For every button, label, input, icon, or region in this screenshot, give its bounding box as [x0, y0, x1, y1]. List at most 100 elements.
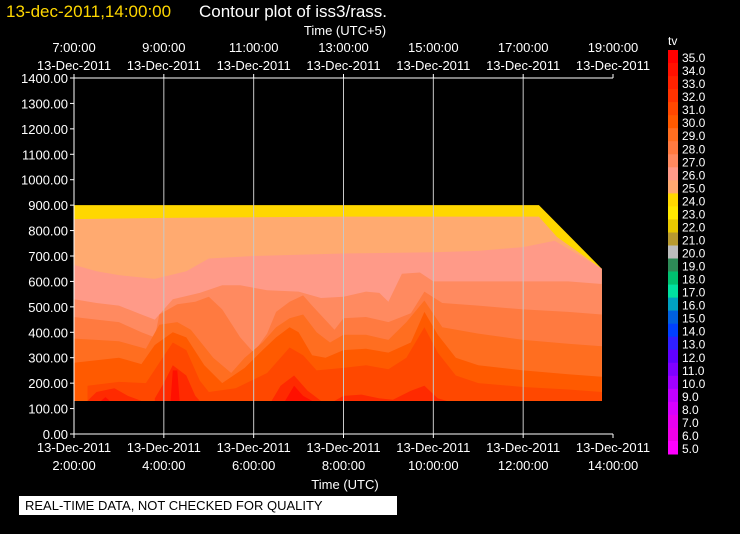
x-bottom-tick-date: 13-Dec-2011 — [217, 440, 291, 455]
grid-lines — [163, 78, 524, 434]
x-top-axis: 7:00:00 13-Dec-2011 9:00:00 13-Dec-2011 11:0… — [37, 40, 650, 78]
legend-label-23.0: 23.0 — [682, 207, 706, 221]
legend-swatch-19.0 — [668, 258, 678, 272]
legend-swatch-24.0 — [668, 193, 678, 207]
legend-swatch-29.0 — [668, 128, 678, 142]
x-bottom-tick-date: 13-Dec-2011 — [37, 440, 111, 455]
y-tick-label: 1000.00 — [21, 173, 68, 188]
legend-swatch-34.0 — [668, 63, 678, 77]
legend-label-16.0: 16.0 — [682, 299, 706, 313]
plot-area — [74, 205, 602, 401]
x-bottom-axis: 13-Dec-2011 2:00:00 13-Dec-2011 4:00:00 13-D… — [37, 434, 650, 473]
y-tick-label: 800.00 — [28, 224, 68, 239]
y-tick-label: 1200.00 — [21, 122, 68, 137]
legend-label-6.0: 6.0 — [682, 429, 699, 443]
x-top-tick-time: 9:00:00 — [142, 40, 185, 55]
legend-swatch-31.0 — [668, 102, 678, 116]
legend-label-10.0: 10.0 — [682, 377, 706, 391]
x-top-tick-time: 11:00:00 — [229, 40, 279, 55]
x-bottom-tick-time: 4:00:00 — [142, 458, 185, 473]
y-tick-label: 700.00 — [28, 249, 68, 264]
x-top-tick-time: 19:00:00 — [588, 40, 639, 55]
legend-swatch-17.0 — [668, 284, 678, 299]
x-top-tick-time: 17:00:00 — [498, 40, 549, 55]
legend-swatch-16.0 — [668, 297, 678, 312]
legend-swatch-15.0 — [668, 310, 678, 325]
y-tick-label: 600.00 — [28, 274, 68, 289]
x-bottom-tick-time: 14:00:00 — [588, 458, 639, 473]
legend-swatch-23.0 — [668, 206, 678, 220]
legend-label-8.0: 8.0 — [682, 403, 699, 417]
x-bottom-tick-time: 8:00:00 — [322, 458, 365, 473]
legend-swatch-5.0 — [668, 441, 678, 455]
legend-swatch-9.0 — [668, 388, 678, 403]
x-bottom-tick-time: 2:00:00 — [52, 458, 95, 473]
y-tick-label: 200.00 — [28, 376, 68, 391]
y-tick-label: 0.00 — [43, 427, 68, 442]
legend-label-21.0: 21.0 — [682, 234, 706, 248]
y-tick-label: 1300.00 — [21, 96, 68, 111]
contour-level-32.0 — [87, 388, 142, 401]
legend-label-35.0: 35.0 — [682, 51, 706, 65]
legend-label-22.0: 22.0 — [682, 221, 706, 235]
legend-label-11.0: 11.0 — [682, 364, 705, 378]
legend-swatch-21.0 — [668, 232, 678, 246]
x-top-tick-date: 13-Dec-2011 — [306, 58, 380, 73]
legend-label-32.0: 32.0 — [682, 90, 706, 104]
x-top-tick-time: 15:00:00 — [408, 40, 459, 55]
x-bottom-tick-date: 13-Dec-2011 — [306, 440, 380, 455]
timestamp-title: 13-dec-2011,14:00:00 — [6, 2, 171, 21]
x-top-tick-date: 13-Dec-2011 — [576, 58, 650, 73]
contour-level-30.0 — [74, 311, 602, 401]
y-tick-label: 1100.00 — [22, 147, 68, 162]
x-top-tick-date: 13-Dec-2011 — [396, 58, 470, 73]
legend-swatch-8.0 — [668, 401, 678, 416]
color-legend: tv 35.034.033.032.031.030.029.028.027.02… — [668, 34, 706, 456]
y-tick-label: 300.00 — [28, 351, 68, 366]
legend-label-5.0: 5.0 — [682, 442, 699, 456]
x-top-axis-label: Time (UTC+5) — [304, 23, 386, 38]
legend-label-13.0: 13.0 — [682, 338, 706, 352]
legend-label-30.0: 30.0 — [682, 116, 706, 130]
x-bottom-tick-date: 13-Dec-2011 — [576, 440, 650, 455]
x-top-tick-date: 13-Dec-2011 — [486, 58, 560, 73]
x-bottom-tick-time: 10:00:00 — [408, 458, 459, 473]
legend-swatch-33.0 — [668, 76, 678, 90]
contour-level-33.0 — [285, 385, 313, 401]
legend-label-26.0: 26.0 — [682, 168, 706, 182]
y-tick-label: 400.00 — [28, 325, 68, 340]
quality-notice: REAL-TIME DATA, NOT CHECKED FOR QUALITY — [19, 496, 397, 515]
legend-label-19.0: 19.0 — [682, 260, 706, 274]
legend-title: tv — [668, 34, 677, 48]
x-top-tick-date: 13-Dec-2011 — [37, 58, 111, 73]
legend-label-18.0: 18.0 — [682, 273, 706, 287]
legend-label-14.0: 14.0 — [682, 325, 706, 339]
legend-swatch-18.0 — [668, 271, 678, 285]
legend-label-28.0: 28.0 — [682, 142, 706, 156]
legend-swatch-13.0 — [668, 336, 678, 351]
legend-swatch-14.0 — [668, 323, 678, 338]
y-tick-label: 500.00 — [28, 300, 68, 315]
legend-swatch-12.0 — [668, 349, 678, 364]
legend-label-34.0: 34.0 — [682, 64, 706, 78]
x-bottom-tick-date: 13-Dec-2011 — [127, 440, 201, 455]
legend-swatch-25.0 — [668, 180, 678, 194]
chart-title: Contour plot of iss3/rass. — [199, 2, 387, 21]
y-axis: 0.00 100.00 200.00 300.00 400.00 500.00 600.00… — [21, 71, 74, 442]
legend-label-25.0: 25.0 — [682, 181, 706, 195]
legend-swatch-11.0 — [668, 362, 678, 377]
x-bottom-tick-date: 13-Dec-2011 — [486, 440, 560, 455]
legend-swatch-35.0 — [668, 50, 678, 64]
legend-label-20.0: 20.0 — [682, 247, 706, 261]
x-top-tick-time: 13:00:00 — [318, 40, 369, 55]
x-bottom-tick-time: 12:00:00 — [498, 458, 549, 473]
legend-label-7.0: 7.0 — [682, 416, 699, 430]
x-bottom-tick-date: 13-Dec-2011 — [396, 440, 470, 455]
contour-level-31.0 — [87, 327, 602, 401]
legend-label-24.0: 24.0 — [682, 194, 706, 208]
legend-swatch-6.0 — [668, 427, 678, 442]
y-tick-label: 1400.00 — [21, 71, 68, 86]
y-tick-label: 900.00 — [28, 198, 68, 213]
x-bottom-tick-time: 6:00:00 — [232, 458, 275, 473]
